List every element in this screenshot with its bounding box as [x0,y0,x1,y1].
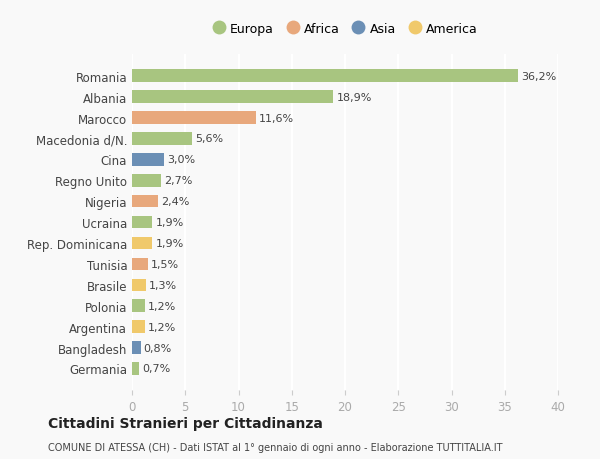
Legend: Europa, Africa, Asia, America: Europa, Africa, Asia, America [208,18,482,41]
Bar [132,279,146,291]
Text: 1,5%: 1,5% [151,259,179,269]
Bar [132,321,145,333]
Text: 2,4%: 2,4% [161,197,189,207]
Bar [132,91,333,104]
Text: 36,2%: 36,2% [521,72,556,82]
Text: Cittadini Stranieri per Cittadinanza: Cittadini Stranieri per Cittadinanza [48,416,323,430]
Text: 1,3%: 1,3% [149,280,177,290]
Bar [132,154,164,166]
Text: 3,0%: 3,0% [167,155,195,165]
Bar [132,216,152,229]
Bar [132,70,518,83]
Text: 18,9%: 18,9% [337,92,372,102]
Bar [132,258,148,271]
Bar [132,341,140,354]
Bar [132,237,152,250]
Text: 0,8%: 0,8% [144,343,172,353]
Text: 1,9%: 1,9% [155,218,184,228]
Text: 1,2%: 1,2% [148,301,176,311]
Bar [132,363,139,375]
Bar [132,196,158,208]
Text: 11,6%: 11,6% [259,113,294,123]
Text: 5,6%: 5,6% [195,134,223,144]
Text: 1,9%: 1,9% [155,239,184,248]
Text: COMUNE DI ATESSA (CH) - Dati ISTAT al 1° gennaio di ogni anno - Elaborazione TUT: COMUNE DI ATESSA (CH) - Dati ISTAT al 1°… [48,442,503,452]
Bar [132,133,191,146]
Bar [132,112,256,124]
Text: 2,7%: 2,7% [164,176,193,186]
Text: 1,2%: 1,2% [148,322,176,332]
Text: 0,7%: 0,7% [143,364,171,374]
Bar [132,174,161,187]
Bar [132,300,145,312]
